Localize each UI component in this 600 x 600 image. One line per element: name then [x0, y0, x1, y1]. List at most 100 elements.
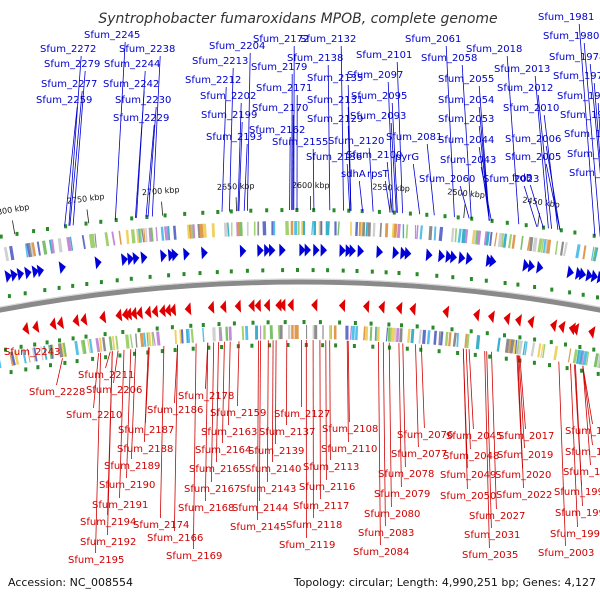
reverse-label-connector [257, 340, 259, 521]
forward-label-connector [537, 94, 552, 229]
accession-text: Accession: NC_008554 [8, 576, 133, 589]
marker-dot [183, 211, 187, 216]
marker-dot [295, 208, 299, 212]
reverse-gene-arrow [121, 307, 129, 321]
marker-dot [118, 353, 122, 358]
forward-label-connector [135, 90, 145, 219]
forward-gene-arrow [16, 267, 24, 281]
marker-dot [533, 337, 537, 342]
reverse-gene-arrow [279, 298, 286, 312]
marker-dot [311, 268, 315, 273]
forward-label-connector [412, 163, 421, 215]
reverse-label-connector [211, 342, 215, 483]
marker-dot [456, 215, 460, 220]
marker-dot [229, 209, 233, 214]
forward-gene-label: Sfum_2129 [307, 114, 363, 125]
forward-gene-label: Sfum_2138 [287, 53, 343, 64]
marker-dot [103, 332, 107, 337]
marker-dot [596, 371, 600, 376]
marker-dot [99, 219, 103, 224]
forward-label-connector [238, 121, 243, 212]
forward-gene-label: sdhA [341, 169, 366, 180]
reverse-gene-label: Sfum_2206 [86, 385, 142, 396]
forward-gene-label: pyrG [395, 152, 419, 163]
forward-gene-arrow [160, 249, 167, 263]
marker-dot [23, 291, 27, 296]
reverse-gene-label: Sfum_2027 [469, 511, 525, 522]
kbp-tick-mark [463, 203, 466, 218]
forward-gene-label: Sfum_2204 [209, 41, 265, 52]
marker-dot [578, 345, 582, 349]
reverse-gene-label: Sfum_2116 [299, 482, 355, 493]
reverse-gene-label: Sfum_1994 [555, 508, 600, 519]
marker-dot [286, 343, 290, 347]
marker-dot [484, 278, 488, 283]
marker-dot [338, 320, 342, 325]
marker-dot [245, 268, 249, 273]
marker-dot [33, 342, 37, 347]
reverse-gene-label: Sfum_2211 [78, 370, 134, 381]
forward-gene-arrow [58, 261, 66, 274]
reverse-gene-arrow [363, 300, 370, 313]
marker-dot [548, 363, 551, 368]
marker-dot [84, 221, 88, 226]
forward-gene-label: Sfum_2100 [346, 150, 402, 161]
marker-dot [7, 294, 11, 299]
reverse-gene-arrow [572, 323, 580, 336]
marker-dot [296, 268, 299, 272]
reverse-gene-label: Sfum_2048 [443, 451, 499, 462]
marker-dot [283, 320, 287, 325]
kbp-tick-mark [86, 209, 90, 224]
reverse-gene-arrow [49, 317, 57, 331]
forward-gene-label: Sfum_2259 [36, 95, 92, 106]
forward-gene-label: Sfum_1978 [549, 52, 600, 63]
forward-label-connector [386, 161, 393, 213]
reverse-gene-arrow [275, 298, 282, 312]
kbp-tick-label: 2600 kbp [292, 181, 330, 190]
marker-dot [415, 324, 419, 329]
inner-annotation-block [572, 349, 578, 364]
reverse-gene-label: Sfum_2186 [147, 405, 203, 416]
marker-dot [249, 208, 253, 213]
forward-gene-arrow [24, 266, 32, 280]
forward-label-connector [578, 23, 596, 236]
marker-dot [431, 325, 435, 330]
reverse-gene-arrow [263, 298, 270, 312]
forward-label-connector [589, 63, 600, 175]
forward-gene-label: Sfum_2136 [306, 152, 362, 163]
reverse-gene-arrow [115, 308, 123, 322]
outer-annotation-block [9, 245, 15, 261]
reverse-label-connector [484, 350, 490, 549]
marker-dot [326, 268, 330, 273]
marker-dot [355, 269, 359, 273]
marker-dot [137, 328, 141, 333]
reverse-gene-label: Sfum_2188 [117, 444, 173, 455]
marker-dot [559, 228, 563, 233]
marker-dot [265, 208, 269, 213]
reverse-label-connector [259, 340, 261, 502]
kbp-tick-label: 2550 kbp [372, 182, 410, 193]
reverse-gene-label: Sfum_2143 [240, 484, 296, 495]
marker-dot [15, 231, 19, 236]
forward-gene-label: Sfum_2095 [351, 91, 407, 102]
reverse-gene-arrow [159, 304, 166, 318]
reverse-gene-arrow [568, 322, 576, 336]
marker-dot [415, 272, 419, 277]
marker-dot [84, 334, 88, 339]
reverse-gene-label: Sfum_2049 [440, 470, 496, 481]
reverse-gene-label: Sfum_2017 [498, 431, 554, 442]
marker-dot [280, 208, 284, 213]
reverse-label-connector [462, 348, 468, 490]
forward-gene-label: Sfum_1973 [564, 129, 600, 140]
forward-gene-arrow [167, 248, 175, 262]
marker-dot [281, 268, 285, 273]
forward-label-connector [221, 86, 227, 212]
marker-dot [229, 269, 233, 274]
reverse-gene-arrow [72, 314, 80, 327]
forward-gene-label: Sfum_2132 [300, 34, 356, 45]
marker-dot [332, 208, 336, 213]
forward-gene-label: Sfum_2212 [185, 75, 241, 86]
reverse-gene-arrow [169, 303, 177, 317]
marker-dot [85, 282, 89, 286]
